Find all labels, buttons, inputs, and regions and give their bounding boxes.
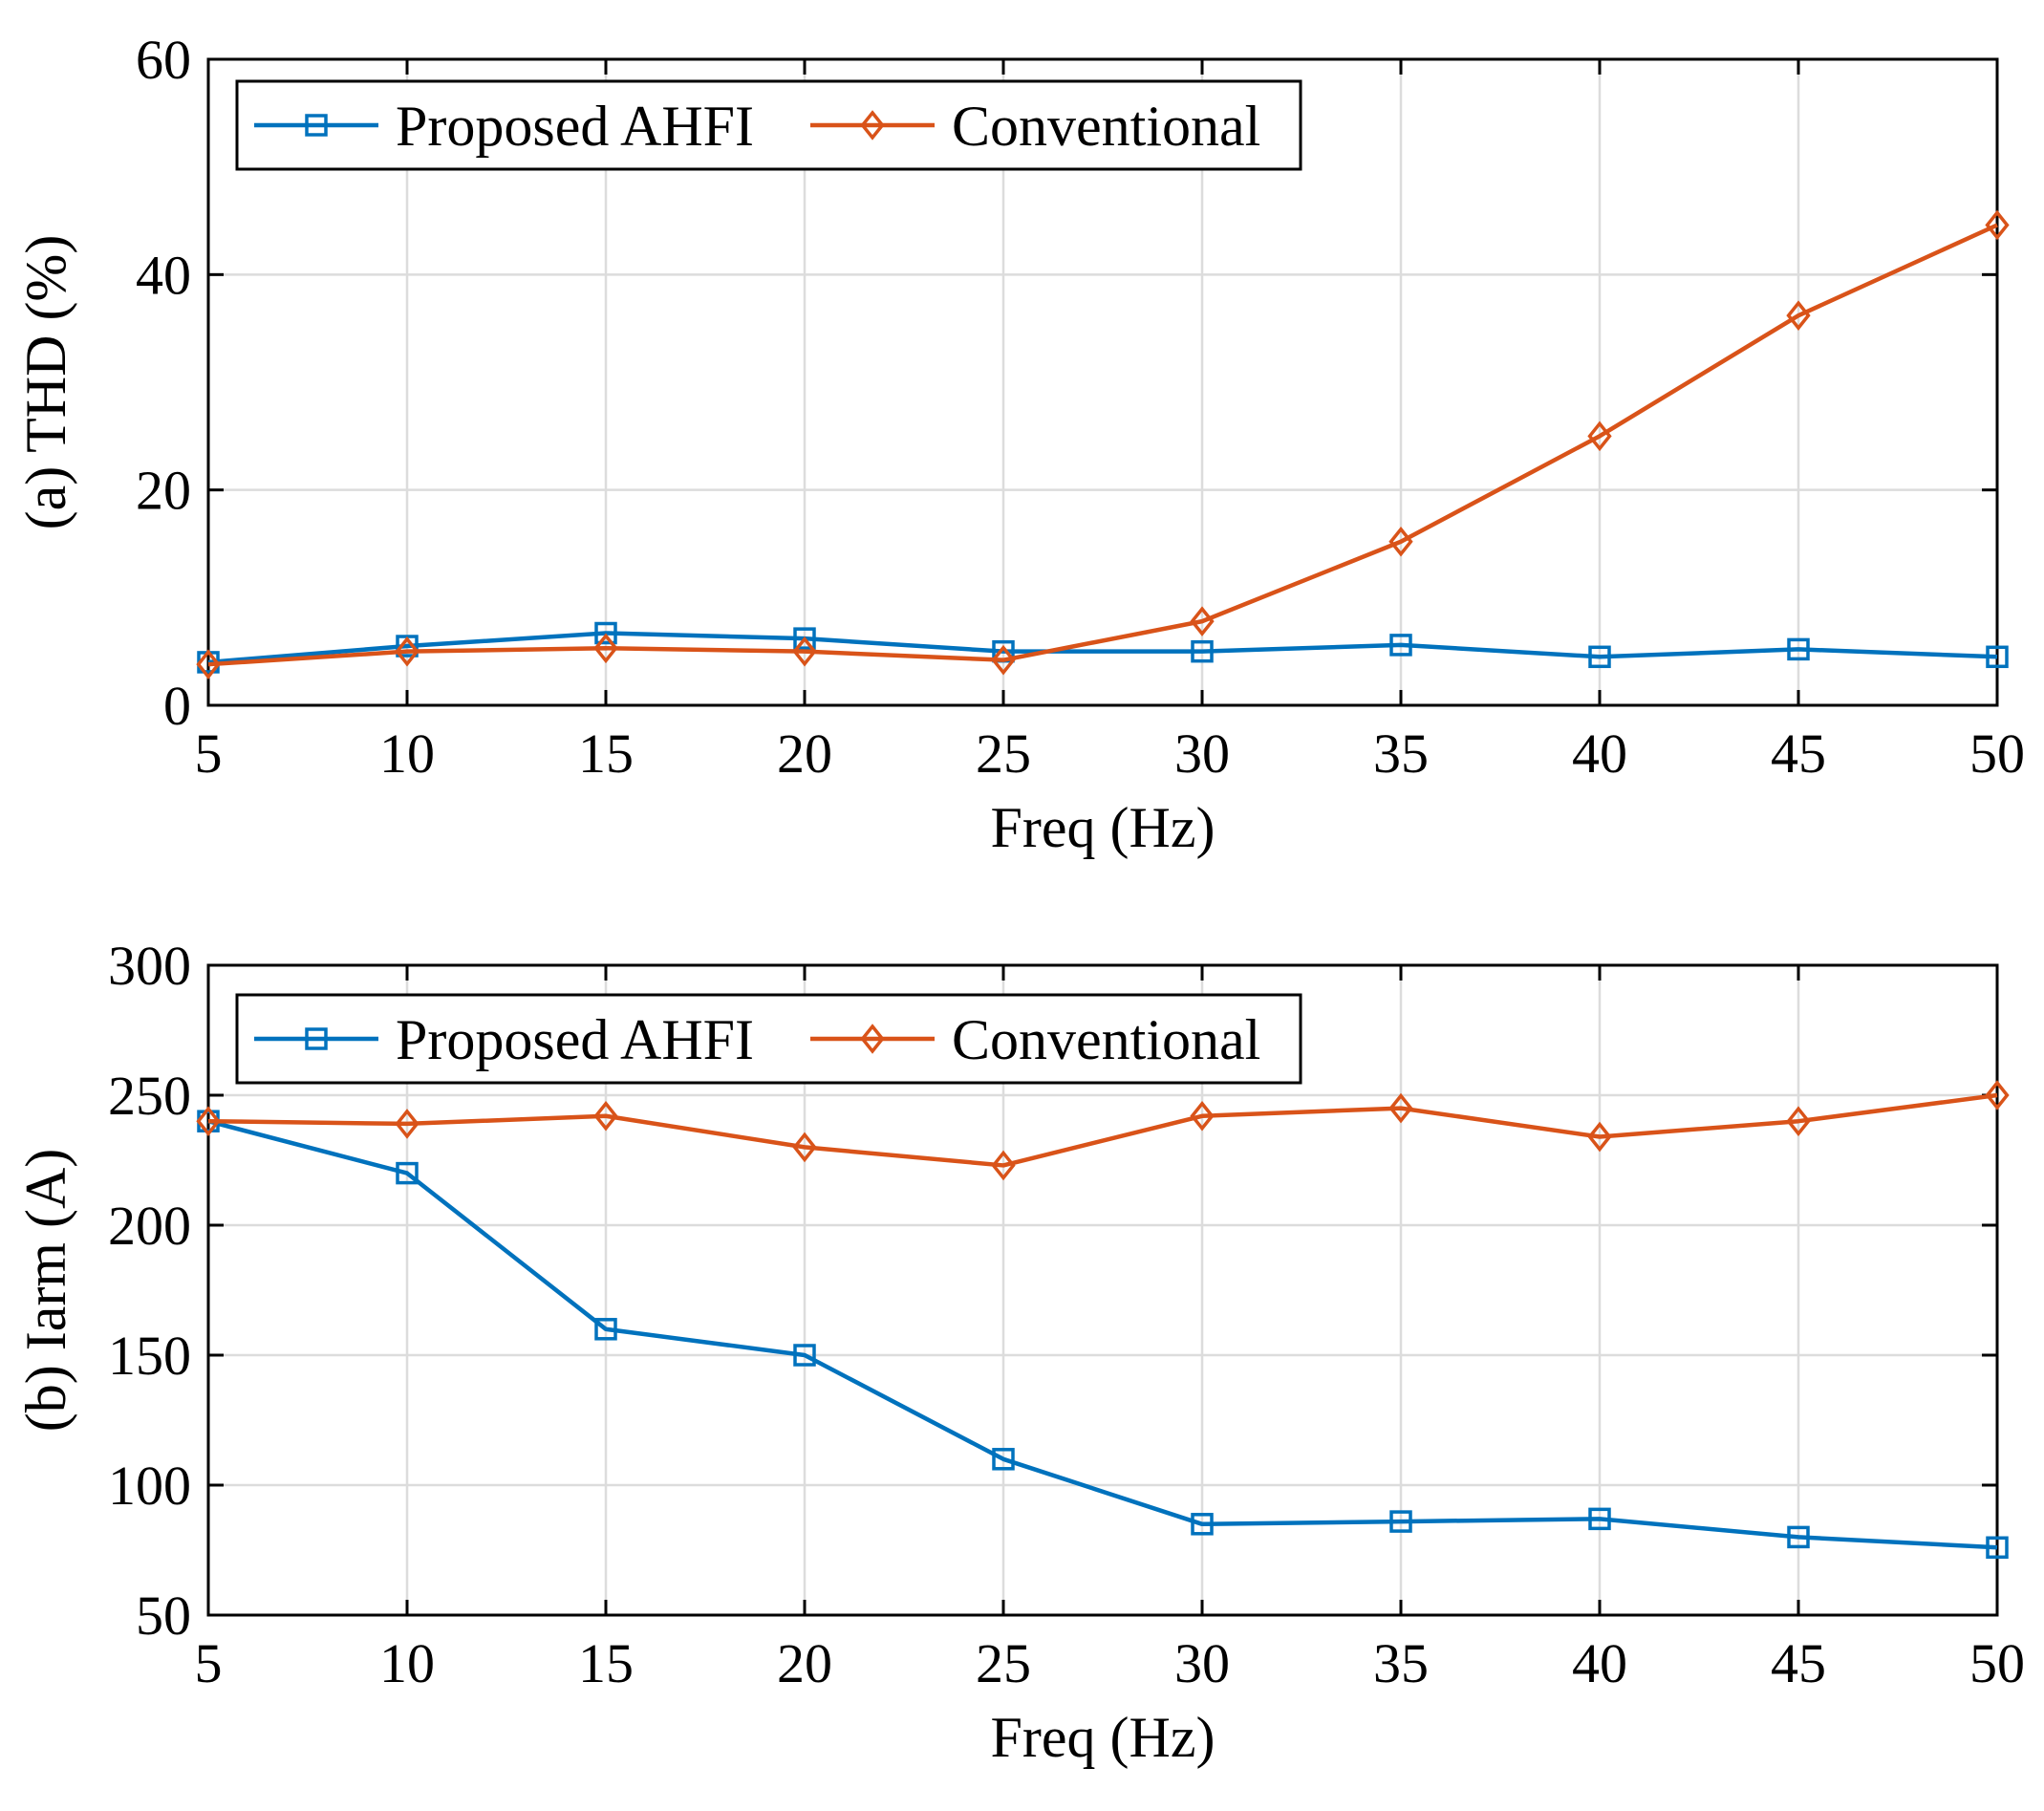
data-point-proposed-ahfi [594,1318,617,1341]
data-point-conventional [1388,1092,1413,1124]
y-tick-label: 200 [108,1195,191,1257]
data-point-proposed-ahfi [793,627,816,650]
x-tick-label: 45 [1771,722,1826,785]
data-point-conventional [1786,1106,1811,1137]
x-tick-label: 30 [1174,722,1230,785]
y-axis-label: (a) THD (%) [14,235,77,530]
data-point-conventional [1388,526,1413,557]
data-point-conventional [395,636,420,667]
y-tick-label: 0 [163,675,191,737]
data-point-proposed-ahfi [1588,645,1611,669]
y-tick-label: 40 [136,244,191,306]
data-point-proposed-ahfi [1588,1507,1611,1531]
y-tick-label: 150 [108,1325,191,1387]
x-axis-label: Freq (Hz) [991,1706,1216,1769]
data-point-proposed-ahfi [1191,639,1214,663]
data-point-conventional [196,1106,221,1137]
legend-label: Proposed AHFI [396,1008,754,1071]
series-line-proposed-ahfi [207,631,1998,665]
x-tick-label: 50 [1969,1632,2025,1694]
x-tick-label: 10 [379,1632,435,1694]
x-tick-label: 35 [1373,722,1429,785]
data-point-conventional [792,636,817,667]
data-point-conventional [395,1109,420,1139]
series-line-conventional [207,1092,1998,1168]
data-point-conventional [991,1150,1016,1181]
x-tick-label: 20 [777,722,832,785]
data-point-proposed-ahfi [1986,645,2009,669]
y-tick-label: 100 [108,1455,191,1517]
plot-frame [206,963,1999,1617]
data-point-proposed-ahfi [396,1161,419,1185]
y-tick-label: 60 [136,29,191,91]
data-point-conventional [593,633,618,664]
data-point-conventional [1786,300,1811,331]
x-tick-label: 40 [1572,722,1627,785]
data-point-conventional [1985,209,2010,241]
x-tick-label: 20 [777,1632,832,1694]
legend-box [235,79,1302,171]
x-axis-label: Freq (Hz) [991,796,1216,859]
data-point-conventional [1190,1100,1215,1132]
series-line-proposed-ahfi [207,1119,1998,1550]
data-point-conventional [792,1132,817,1163]
data-point-conventional [1190,606,1215,636]
legend-label: Proposed AHFI [396,95,754,158]
data-point-conventional [1587,1121,1612,1153]
x-tick-label: 50 [1969,722,2025,785]
data-point-proposed-ahfi [1191,1513,1214,1536]
x-tick-label: 10 [379,722,435,785]
data-point-proposed-ahfi [594,621,617,645]
x-tick-label: 25 [976,722,1031,785]
data-point-conventional [991,644,1016,676]
legend-marker [860,110,885,140]
legend-marker [305,1027,328,1050]
chart-thd: 5 10 15 20 25 30 35 40 45 50 0 20 40 60 Freq (Hz) (a) T… [14,29,2025,859]
x-tick-label: 15 [578,722,634,785]
legend-label: Conventional [952,1008,1260,1071]
plot-frame [206,57,1999,707]
legend-marker [305,114,328,137]
legend-label: Conventional [952,95,1260,158]
y-axis-label: (b) Iarm (A) [14,1149,77,1433]
legend-marker [860,1024,885,1054]
x-tick-label: 5 [195,1632,223,1694]
x-tick-label: 40 [1572,1632,1627,1694]
y-tick-label: 300 [108,935,191,997]
data-point-conventional [1587,420,1612,452]
data-point-conventional [593,1100,618,1132]
data-point-proposed-ahfi [793,1344,816,1367]
y-tick-label: 250 [108,1065,191,1127]
data-point-proposed-ahfi [1389,1510,1412,1533]
x-tick-label: 30 [1174,1632,1230,1694]
data-point-proposed-ahfi [992,1448,1015,1471]
y-tick-label: 50 [136,1585,191,1647]
chart-iarm: 5 10 15 20 25 30 35 40 45 50 50 100 150 200 250 300 Freq… [14,935,2025,1769]
y-tick-label: 20 [136,460,191,522]
legend-box [235,993,1302,1085]
x-tick-label: 45 [1771,1632,1826,1694]
data-point-conventional [1985,1080,2010,1110]
x-tick-label: 15 [578,1632,634,1694]
data-point-proposed-ahfi [1787,1525,1810,1549]
data-point-proposed-ahfi [1389,634,1412,657]
data-point-proposed-ahfi [1787,637,1810,661]
series-line-conventional [207,223,1998,667]
x-tick-label: 35 [1373,1632,1429,1694]
x-tick-label: 5 [195,722,223,785]
data-point-conventional [196,649,221,679]
data-point-proposed-ahfi [1986,1536,2009,1560]
x-tick-label: 25 [976,1632,1031,1694]
